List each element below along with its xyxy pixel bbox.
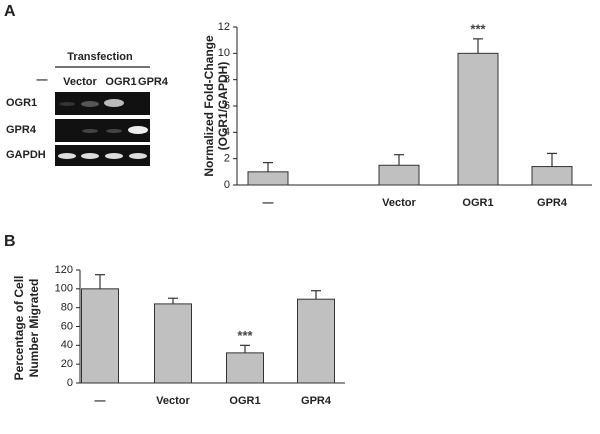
gel-title: Transfection bbox=[67, 51, 133, 63]
bar bbox=[81, 288, 119, 384]
panel-label: B bbox=[4, 233, 16, 250]
lane-label: OGR1 bbox=[105, 76, 136, 88]
y-tick-label: 20 bbox=[61, 358, 73, 370]
gel-image bbox=[55, 92, 150, 166]
y-tick-label: 120 bbox=[55, 264, 73, 276]
lane-label: Vector bbox=[63, 76, 97, 88]
y-tick-label: 40 bbox=[61, 339, 73, 351]
y-tick-label: 2 bbox=[224, 153, 230, 165]
annotation: *** bbox=[470, 21, 486, 36]
x-tick-label: — bbox=[95, 395, 106, 407]
y-tick-label: 8 bbox=[224, 74, 230, 86]
bar bbox=[457, 52, 499, 186]
x-tick-label: GPR4 bbox=[301, 395, 332, 407]
y-tick-label: 4 bbox=[224, 126, 230, 138]
x-tick-label: Vector bbox=[382, 197, 416, 209]
panel-label: A bbox=[4, 3, 16, 20]
y-tick-label: 60 bbox=[61, 320, 73, 332]
bar bbox=[247, 171, 289, 186]
y-tick-label: 10 bbox=[218, 47, 230, 59]
x-tick-label: Vector bbox=[156, 395, 190, 407]
y-axis-label: Normalized Fold-Change bbox=[202, 35, 216, 177]
y-tick-label: 0 bbox=[224, 179, 230, 191]
x-tick-label: OGR1 bbox=[229, 395, 260, 407]
y-axis-label: Number Migrated bbox=[27, 279, 41, 378]
gel-row-label: GAPDH bbox=[6, 149, 46, 161]
gel-row-label: GPR4 bbox=[6, 124, 37, 136]
x-tick-label: — bbox=[263, 197, 274, 209]
bar bbox=[226, 352, 264, 384]
bar bbox=[297, 298, 335, 384]
bar bbox=[154, 303, 192, 384]
y-tick-label: 0 bbox=[67, 377, 73, 389]
annotation: *** bbox=[237, 328, 253, 343]
y-tick-label: 6 bbox=[224, 100, 230, 112]
lane-label: — bbox=[37, 74, 48, 86]
y-tick-label: 80 bbox=[61, 302, 73, 314]
y-tick-label: 12 bbox=[218, 21, 230, 33]
gel-row-label: OGR1 bbox=[6, 97, 37, 109]
bar bbox=[531, 166, 573, 186]
x-tick-label: OGR1 bbox=[462, 197, 493, 209]
y-axis-label: (OGR1/GAPDH) bbox=[216, 62, 230, 151]
x-tick-label: GPR4 bbox=[537, 197, 568, 209]
lane-label: GPR4 bbox=[138, 76, 169, 88]
y-axis-label: Percentage of Cell bbox=[12, 276, 26, 381]
y-tick-label: 100 bbox=[55, 283, 73, 295]
bar bbox=[378, 164, 420, 186]
